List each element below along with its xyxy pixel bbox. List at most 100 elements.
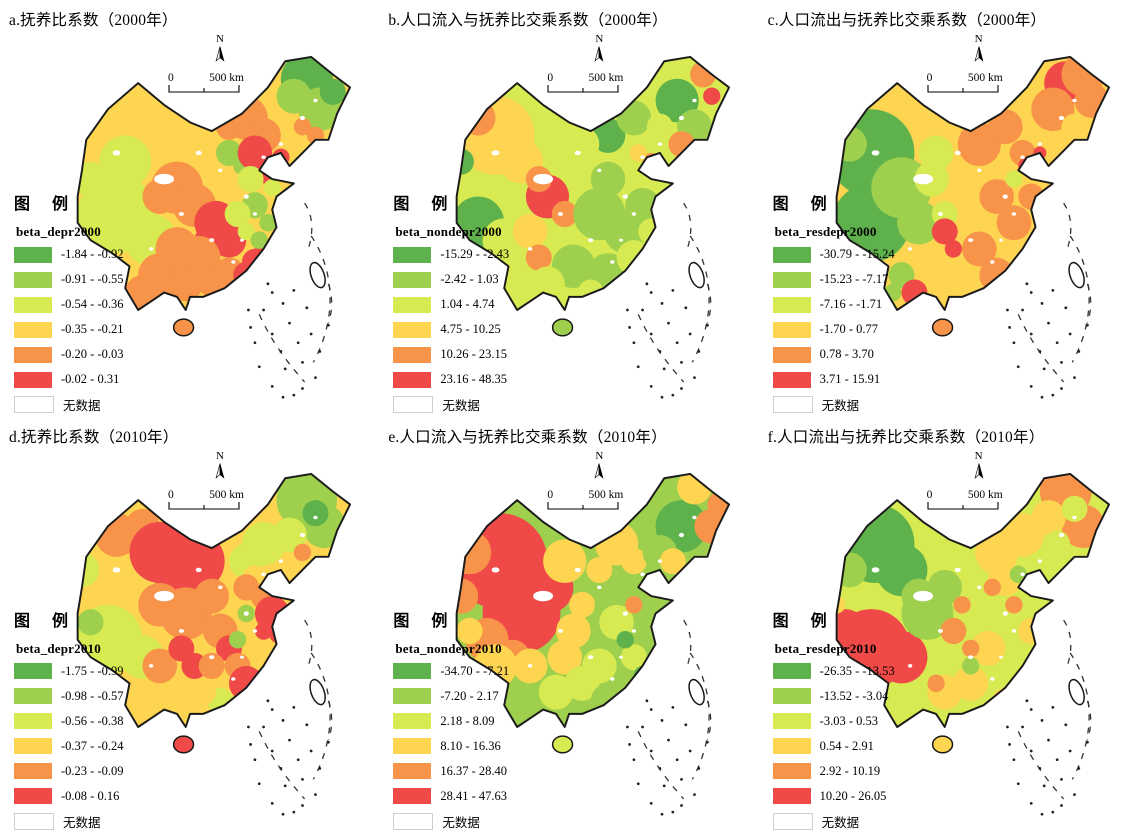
- sea-dashed-boundary: [1062, 202, 1072, 247]
- legend-heading: 图 例: [772, 196, 836, 213]
- legend-heading: 图 例: [14, 196, 78, 213]
- legend-class-row: -7.16 - -1.71: [772, 292, 943, 317]
- north-arrow-icon: N: [211, 450, 229, 479]
- sea-islet-dot: [1038, 766, 1041, 770]
- scale-zero-label: 0: [547, 72, 554, 84]
- legend-range-label: -26.35 - -13.53: [819, 663, 895, 678]
- sea-islet-dot: [288, 738, 291, 741]
- sea-islet-dot: [301, 387, 304, 390]
- hainan-island: [931, 734, 953, 754]
- mainland-outline: [455, 472, 731, 728]
- sea-islet-dot: [283, 784, 287, 787]
- sea-islet-dot: [671, 288, 675, 292]
- legend-class-row: -0.37 - -0.24: [14, 734, 184, 759]
- legend-variable-name: beta_depr2000: [16, 224, 101, 239]
- sea-islet-dot: [1020, 308, 1024, 312]
- sea-islet-dot: [253, 757, 257, 761]
- sea-islet-dot: [689, 332, 692, 336]
- sea-islet-dot: [281, 812, 285, 816]
- sea-islet-dot: [1042, 367, 1046, 371]
- sea-islet-dot: [660, 395, 664, 399]
- legend-rows: -30.79 - -15.24 -15.23 - -7.17 -7.16 - -1.…: [772, 242, 943, 392]
- sea-islet-dot: [270, 707, 274, 711]
- legend-nodata-row: 无数据: [772, 809, 943, 833]
- legend-nodata-swatch: [393, 396, 434, 413]
- north-arrow-glyph: [594, 46, 604, 62]
- sea-islet-dot: [676, 757, 679, 761]
- sea-islet-dot: [270, 749, 274, 752]
- legend-nodata-swatch: [14, 396, 54, 413]
- sea-dashed-boundary: [1017, 730, 1064, 799]
- legend-swatch: [14, 246, 52, 263]
- legend-swatch: [14, 663, 52, 679]
- mainland-outline: [455, 55, 731, 311]
- sea-islet-dot: [327, 323, 330, 327]
- scale-zero-label: 0: [926, 72, 933, 84]
- legend-class-row: -3.03 - 0.53: [772, 709, 943, 734]
- legend-class-row: -15.29 - -2.43: [393, 242, 563, 267]
- legend-class-row: -0.56 - -0.38: [14, 709, 184, 734]
- sea-islet-dot: [693, 376, 697, 380]
- sea-islet-dot: [660, 718, 664, 722]
- sea-islet-dot: [247, 308, 250, 312]
- sea-islet-dot: [1029, 384, 1033, 388]
- legend-nodata-row: 无数据: [393, 809, 563, 833]
- sea-islet-dot: [628, 742, 632, 746]
- north-label: N: [595, 33, 604, 45]
- map-panel: e.人口流入与抚养比交乘系数（2010年） N 0 500 km 图 例 bet…: [379, 417, 758, 833]
- legend-swatch: [772, 346, 811, 363]
- legend-range-label: -2.42 - 1.03: [440, 272, 499, 286]
- legend-class-row: -1.84 - -0.92: [14, 242, 184, 267]
- china-choropleth-map: [835, 472, 1110, 816]
- sea-islet-dot: [309, 749, 313, 752]
- panel-title: c.人口流出与抚养比交乘系数（2000年）: [767, 12, 1047, 29]
- legend-class-row: -0.35 - -0.21: [14, 317, 184, 342]
- legend-range-label: -7.20 - 2.17: [440, 688, 499, 703]
- north-label: N: [974, 449, 983, 462]
- legend-rows: -26.35 - -13.53 -13.52 - -3.04 -3.03 - 0.5…: [772, 659, 943, 809]
- legend-rows: -1.75 - -0.99 -0.98 - -0.57 -0.56 - -0.38 -…: [14, 659, 184, 809]
- sea-islet-dot: [1016, 781, 1020, 785]
- legend-nodata-swatch: [393, 812, 434, 830]
- legend-swatch: [14, 763, 52, 779]
- legend-range-label: -7.16 - -1.71: [819, 297, 883, 311]
- legend-nodata-swatch: [772, 812, 813, 830]
- legend-range-label: -1.70 - 0.77: [819, 322, 878, 336]
- sea-islet-dot: [626, 725, 630, 728]
- sea-islet-dot: [283, 367, 287, 371]
- legend-swatch: [393, 713, 432, 729]
- sea-islet-dot: [697, 766, 701, 770]
- legend-range-label: -0.35 - -0.21: [61, 322, 124, 336]
- sea-islet-dot: [292, 288, 296, 292]
- sea-islet-dot: [671, 705, 675, 709]
- scale-bar: 0 500 km: [927, 489, 1003, 510]
- sea-islet-dot: [301, 777, 304, 781]
- legend-swatch: [772, 371, 811, 388]
- scale-bar-line: [547, 501, 619, 510]
- legend-range-label: 16.37 - 28.40: [440, 763, 507, 778]
- legend-swatch: [393, 688, 432, 704]
- sea-islet-dot: [641, 308, 645, 312]
- sea-islet-dot: [1040, 395, 1044, 399]
- sea-islet-dot: [632, 341, 636, 345]
- sea-dashed-boundary: [689, 235, 711, 363]
- sea-dashed-boundary: [683, 619, 692, 664]
- map-panel: b.人口流入与抚养比交乘系数（2000年） N 0 500 km 图 例 bet…: [379, 0, 758, 417]
- sea-islet-dot: [296, 757, 300, 761]
- legend-class-row: 0.78 - 3.70: [772, 342, 943, 367]
- sea-islet-dot: [247, 725, 250, 728]
- sea-islet-dot: [1007, 326, 1011, 329]
- legend-class-row: 8.10 - 16.36: [393, 734, 563, 759]
- sea-islet-dot: [301, 803, 304, 807]
- legend: 图 例 beta_resdepr2000 -30.79 - -15.24 -15.…: [772, 190, 943, 417]
- sea-dashed-boundary: [327, 700, 333, 740]
- legend-range-label: -30.79 - -15.24: [819, 247, 895, 261]
- scale-bar: 0 500 km: [168, 489, 244, 510]
- legend-nodata-label: 无数据: [63, 815, 101, 830]
- legend-nodata-label: 无数据: [821, 399, 860, 413]
- legend-swatch: [14, 346, 52, 363]
- sea-islet-dot: [270, 384, 274, 388]
- legend-swatch: [772, 663, 811, 679]
- sea-islet-dot: [296, 341, 300, 345]
- sea-islet-dot: [1051, 810, 1054, 813]
